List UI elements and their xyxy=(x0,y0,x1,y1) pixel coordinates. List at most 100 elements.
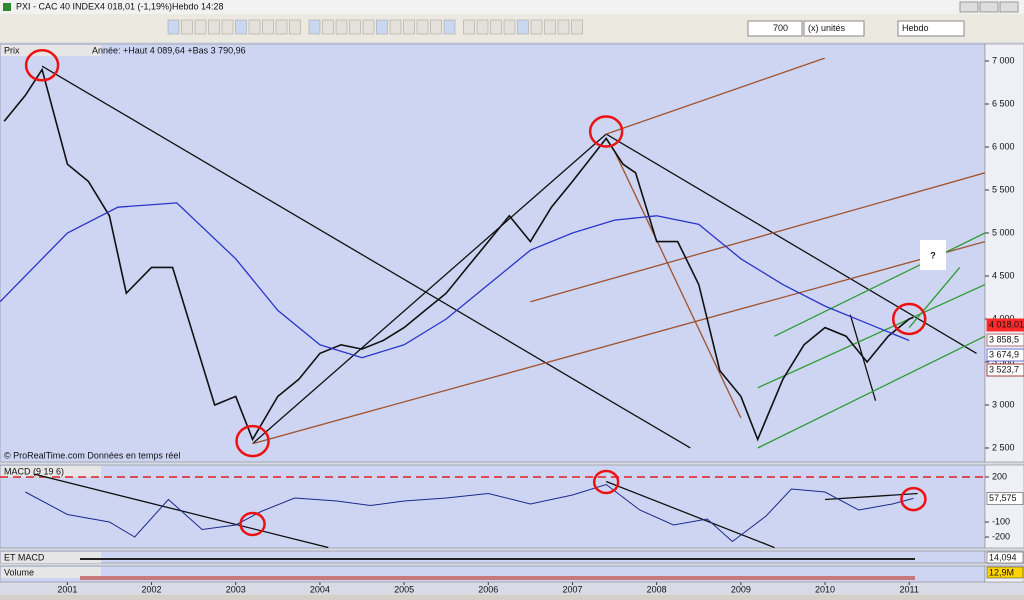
highlight-circle xyxy=(900,486,927,512)
tool-button[interactable] xyxy=(503,19,516,35)
tool-button[interactable] xyxy=(571,19,583,35)
tool-button[interactable] xyxy=(416,19,429,35)
tool-button[interactable] xyxy=(362,19,375,35)
tool-button[interactable] xyxy=(490,19,502,35)
units-label: (x) unités xyxy=(808,23,846,33)
plot xyxy=(0,58,985,449)
close-button[interactable] xyxy=(999,1,1019,13)
highlight-circle xyxy=(588,115,624,148)
x-tick-label: 2010 xyxy=(815,584,835,594)
tool-button[interactable] xyxy=(221,19,234,35)
highlight-circle xyxy=(24,49,60,82)
trend-line xyxy=(757,335,985,449)
tool-button[interactable] xyxy=(349,19,361,35)
price-box xyxy=(986,348,1024,362)
question-mark: ? xyxy=(930,250,936,260)
tool-button[interactable] xyxy=(322,19,334,35)
tool-button[interactable] xyxy=(235,19,247,35)
y-tick-label: 2 500 xyxy=(992,442,1015,452)
trend-line xyxy=(252,133,607,445)
trend-line xyxy=(774,232,985,337)
y-tick-label: 5 000 xyxy=(992,227,1015,237)
tool-button[interactable] xyxy=(389,19,402,35)
tool-button[interactable] xyxy=(262,19,274,35)
price-box xyxy=(986,363,1024,377)
panel-header xyxy=(1,45,101,56)
tool-button[interactable] xyxy=(403,19,415,35)
value-box-label: 14,094 xyxy=(989,552,1017,562)
tool-button[interactable] xyxy=(208,19,220,35)
y-tick-label: 4 000 xyxy=(992,313,1015,323)
y-tick-label: -100 xyxy=(992,516,1010,526)
highlight-circle xyxy=(239,511,266,537)
tool-button[interactable] xyxy=(430,19,442,35)
tool-button[interactable] xyxy=(289,19,301,35)
tool-button[interactable] xyxy=(517,19,529,35)
y-tick-label: 5 500 xyxy=(992,184,1015,194)
series-line xyxy=(0,202,910,359)
x-tick-label: 2002 xyxy=(142,584,162,594)
trend-line xyxy=(605,480,775,548)
tool-button[interactable] xyxy=(275,19,288,35)
tool-button[interactable] xyxy=(443,19,456,35)
panel-header xyxy=(1,466,101,477)
tool-button[interactable] xyxy=(194,19,207,35)
x-tick-label: 2004 xyxy=(310,584,330,594)
panel-title: ET MACD xyxy=(4,552,45,562)
units-input[interactable] xyxy=(747,20,803,37)
panel xyxy=(0,550,986,564)
y-tick-label: 6 500 xyxy=(992,98,1015,108)
tool-button[interactable] xyxy=(167,19,180,35)
series-line xyxy=(3,67,914,442)
panel-header xyxy=(1,552,101,563)
price-box-label: 3 858,5 xyxy=(989,334,1019,344)
highlight-circle xyxy=(592,469,620,495)
trend-line xyxy=(605,58,826,135)
y-tick-label: 200 xyxy=(992,471,1007,481)
price-box-label: 4 018,01 xyxy=(989,319,1024,329)
question-box xyxy=(920,240,946,270)
value-box-label: 57,575 xyxy=(989,493,1017,503)
tool-button[interactable] xyxy=(476,19,489,35)
tool-button[interactable] xyxy=(335,19,348,35)
x-tick-label: 2007 xyxy=(562,584,582,594)
y-tick-label: 3 000 xyxy=(992,399,1015,409)
minimize-button[interactable] xyxy=(959,1,979,13)
x-tick-label: 2005 xyxy=(394,584,414,594)
tool-button[interactable] xyxy=(181,19,193,35)
price-axis xyxy=(984,464,1024,549)
x-tick-label: 2011 xyxy=(900,584,919,594)
trend-line xyxy=(252,240,985,445)
quote: 4 018,01 (-1,19%) xyxy=(100,1,172,11)
highlight-circle xyxy=(235,424,270,458)
tool-button[interactable] xyxy=(463,19,475,35)
app-icon xyxy=(3,3,11,11)
tool-button[interactable] xyxy=(248,19,261,35)
y-tick-label: -200 xyxy=(992,531,1010,541)
tool-button[interactable] xyxy=(376,19,388,35)
period-select[interactable] xyxy=(897,20,965,37)
price-box xyxy=(986,318,1024,332)
maximize-button[interactable] xyxy=(979,1,999,13)
trend-line xyxy=(757,284,985,389)
panel xyxy=(0,43,986,463)
units-select[interactable] xyxy=(803,20,865,37)
title-bar xyxy=(0,0,1024,14)
tool-button[interactable] xyxy=(530,19,543,35)
x-tick-label: 2001 xyxy=(57,584,77,594)
panel xyxy=(0,464,986,549)
window-title: PXI - CAC 40 INDEX xyxy=(16,1,100,11)
tool-button[interactable] xyxy=(308,19,321,35)
price-box-label: 3 674,9 xyxy=(989,349,1019,359)
tool-button[interactable] xyxy=(557,19,570,35)
price-box-label: 3 523,7 xyxy=(989,364,1019,374)
panel-title: MACD (9 19 6) xyxy=(4,466,64,476)
x-tick-label: 2009 xyxy=(731,584,751,594)
tool-button[interactable] xyxy=(544,19,556,35)
panel-title: Volume xyxy=(4,567,34,577)
panel-title: Prix xyxy=(4,45,20,55)
value-box xyxy=(986,551,1024,564)
window-controls xyxy=(959,1,1019,13)
